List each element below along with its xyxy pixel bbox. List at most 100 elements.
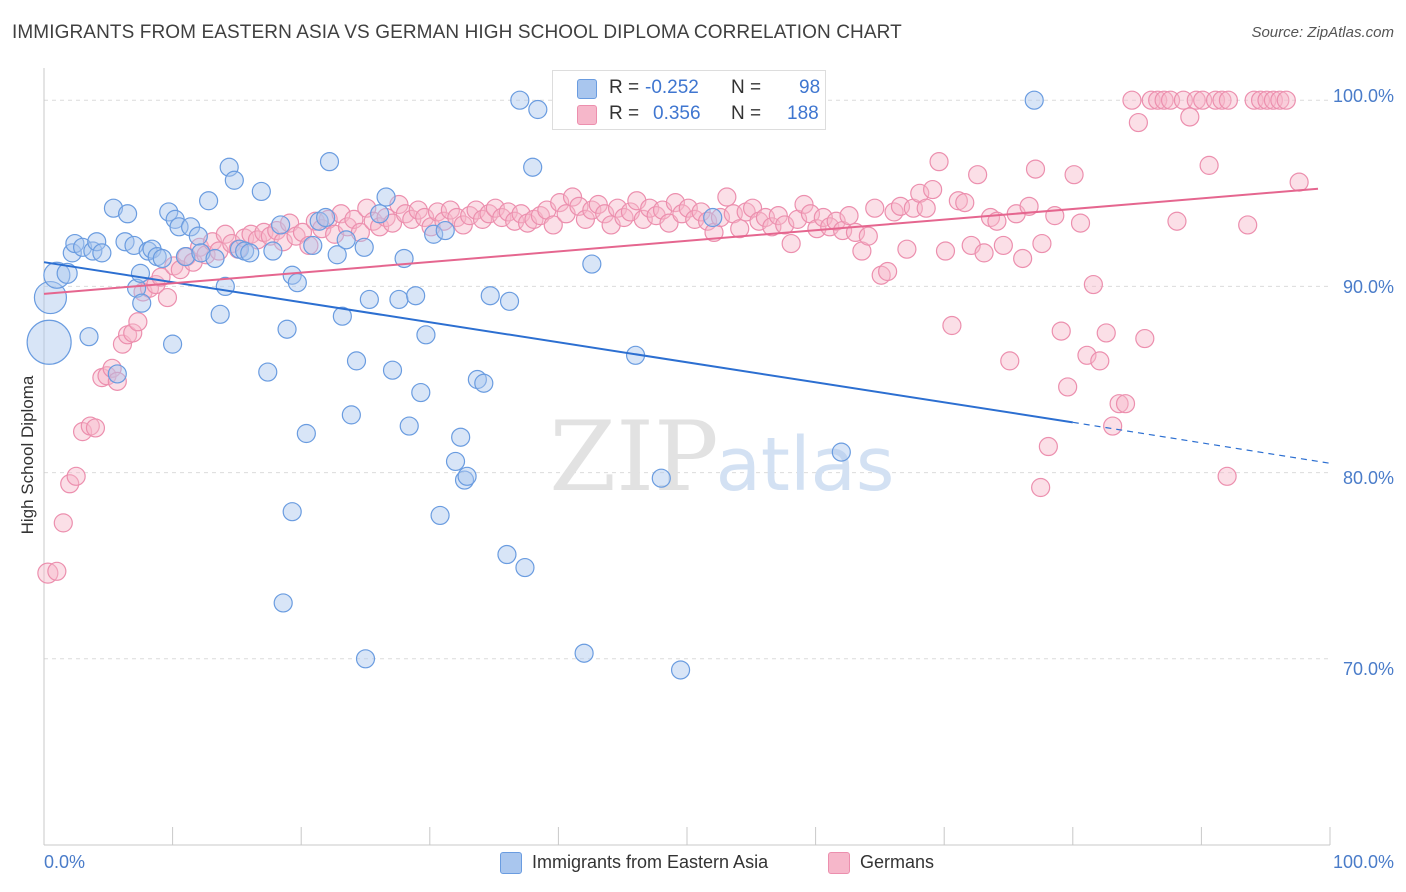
watermark-zip: ZIP — [549, 401, 718, 513]
germans-point — [1128, 112, 1148, 133]
germans-point — [1238, 215, 1258, 235]
germans-point — [1270, 90, 1290, 110]
eastern-asia-point — [132, 293, 152, 313]
pink-n-value: 188 — [787, 103, 819, 124]
germans-point — [697, 211, 718, 231]
germans-point — [107, 371, 127, 391]
eastern-asia-point — [582, 254, 602, 274]
eastern-asia-point — [703, 207, 723, 228]
germans-point — [1186, 90, 1206, 110]
eastern-asia-point — [87, 232, 107, 252]
germans-point — [607, 198, 628, 218]
germans-point — [955, 193, 975, 213]
germans-point — [66, 466, 86, 486]
chart-title: IMMIGRANTS FROM EASTERN ASIA VS GERMAN H… — [12, 22, 902, 43]
pink-r-value: 0.356 — [653, 103, 701, 124]
germans-point — [466, 200, 486, 220]
germans-point — [813, 207, 833, 228]
eastern-asia-point — [188, 226, 208, 246]
eastern-asia-point — [670, 660, 691, 680]
eastern-asia-point — [205, 248, 225, 269]
germans-point — [1115, 394, 1136, 414]
germans-point — [85, 418, 106, 438]
eastern-asia-point — [316, 207, 336, 228]
eastern-asia-point — [273, 593, 293, 613]
germans-point — [588, 194, 608, 215]
eastern-asia-point — [376, 187, 396, 207]
n-label: N = — [731, 77, 762, 98]
germans-trend-line — [43, 187, 1319, 295]
germans-point — [123, 323, 143, 343]
eastern-asia-point — [152, 248, 172, 269]
germans-point — [948, 191, 968, 211]
germans-point — [897, 239, 917, 259]
eastern-asia-point — [382, 360, 403, 380]
germans-point — [659, 213, 679, 233]
eastern-asia-point — [457, 466, 477, 486]
eastern-asia-point — [319, 152, 340, 172]
germans-point — [1103, 416, 1123, 436]
eastern-asia-point — [240, 243, 260, 263]
eastern-asia-point — [389, 289, 409, 310]
eastern-asia-point — [445, 451, 466, 472]
germans-point — [53, 513, 73, 533]
germans-point — [1122, 90, 1142, 110]
germans-point — [575, 209, 596, 229]
eastern-asia-point — [56, 262, 78, 284]
eastern-asia-point — [651, 468, 671, 488]
germans-point — [942, 315, 962, 336]
eastern-asia-trend-line — [43, 261, 1073, 424]
r-label: R = — [609, 77, 640, 98]
germans-point — [865, 198, 885, 218]
eastern-asia-point — [499, 291, 520, 311]
germans-point — [987, 211, 1007, 231]
n-label: N = — [731, 103, 762, 124]
germans-point — [710, 207, 731, 228]
germans-point — [543, 215, 563, 235]
blue-n-value: 98 — [799, 77, 821, 98]
germans-point — [993, 235, 1013, 256]
y-tick-100: 100.0% — [1332, 86, 1394, 106]
eastern-asia-point — [424, 224, 444, 244]
germans-point — [1180, 107, 1200, 127]
axes — [43, 68, 1331, 846]
eastern-asia-point — [251, 181, 271, 202]
eastern-asia-point — [33, 280, 68, 315]
germans-point — [916, 198, 936, 218]
germans-point — [929, 152, 949, 172]
y-tick-80: 80.0% — [1342, 468, 1394, 488]
eastern-asia-point — [1024, 90, 1044, 110]
blue-r-value: -0.252 — [645, 77, 699, 98]
eastern-asia-point — [480, 286, 500, 306]
germans-point — [382, 213, 403, 233]
eastern-asia-point — [399, 416, 419, 436]
source-label: Source: ZipAtlas.com — [1251, 24, 1394, 41]
eastern-asia-point — [332, 306, 352, 326]
germans-point — [1154, 90, 1174, 110]
eastern-asia-point — [327, 245, 347, 265]
eastern-asia-point — [210, 304, 230, 324]
eastern-asia-point — [282, 502, 302, 522]
germans-point — [1096, 323, 1116, 343]
germans-point — [1276, 90, 1296, 110]
eastern-asia-point — [528, 99, 548, 120]
germans-point — [1051, 321, 1071, 341]
germans-point — [408, 200, 428, 220]
germans-point — [717, 187, 737, 207]
eastern-asia-point — [126, 278, 147, 298]
eastern-asia-point — [435, 220, 455, 241]
eastern-asia-point — [258, 362, 278, 382]
legend-blue-swatch — [500, 852, 522, 874]
y-tick-90: 90.0% — [1342, 277, 1394, 297]
legend-pink-swatch — [828, 852, 850, 874]
germans-point — [440, 200, 460, 220]
eastern-asia-point — [159, 202, 179, 222]
germans-point — [781, 233, 801, 254]
eastern-asia-point — [336, 230, 356, 250]
eastern-asia-point — [510, 90, 530, 110]
germans-point — [562, 187, 583, 207]
eastern-asia-point — [474, 373, 494, 393]
germans-points — [37, 90, 1309, 584]
germans-point — [935, 241, 956, 261]
germans-point — [1032, 233, 1052, 254]
